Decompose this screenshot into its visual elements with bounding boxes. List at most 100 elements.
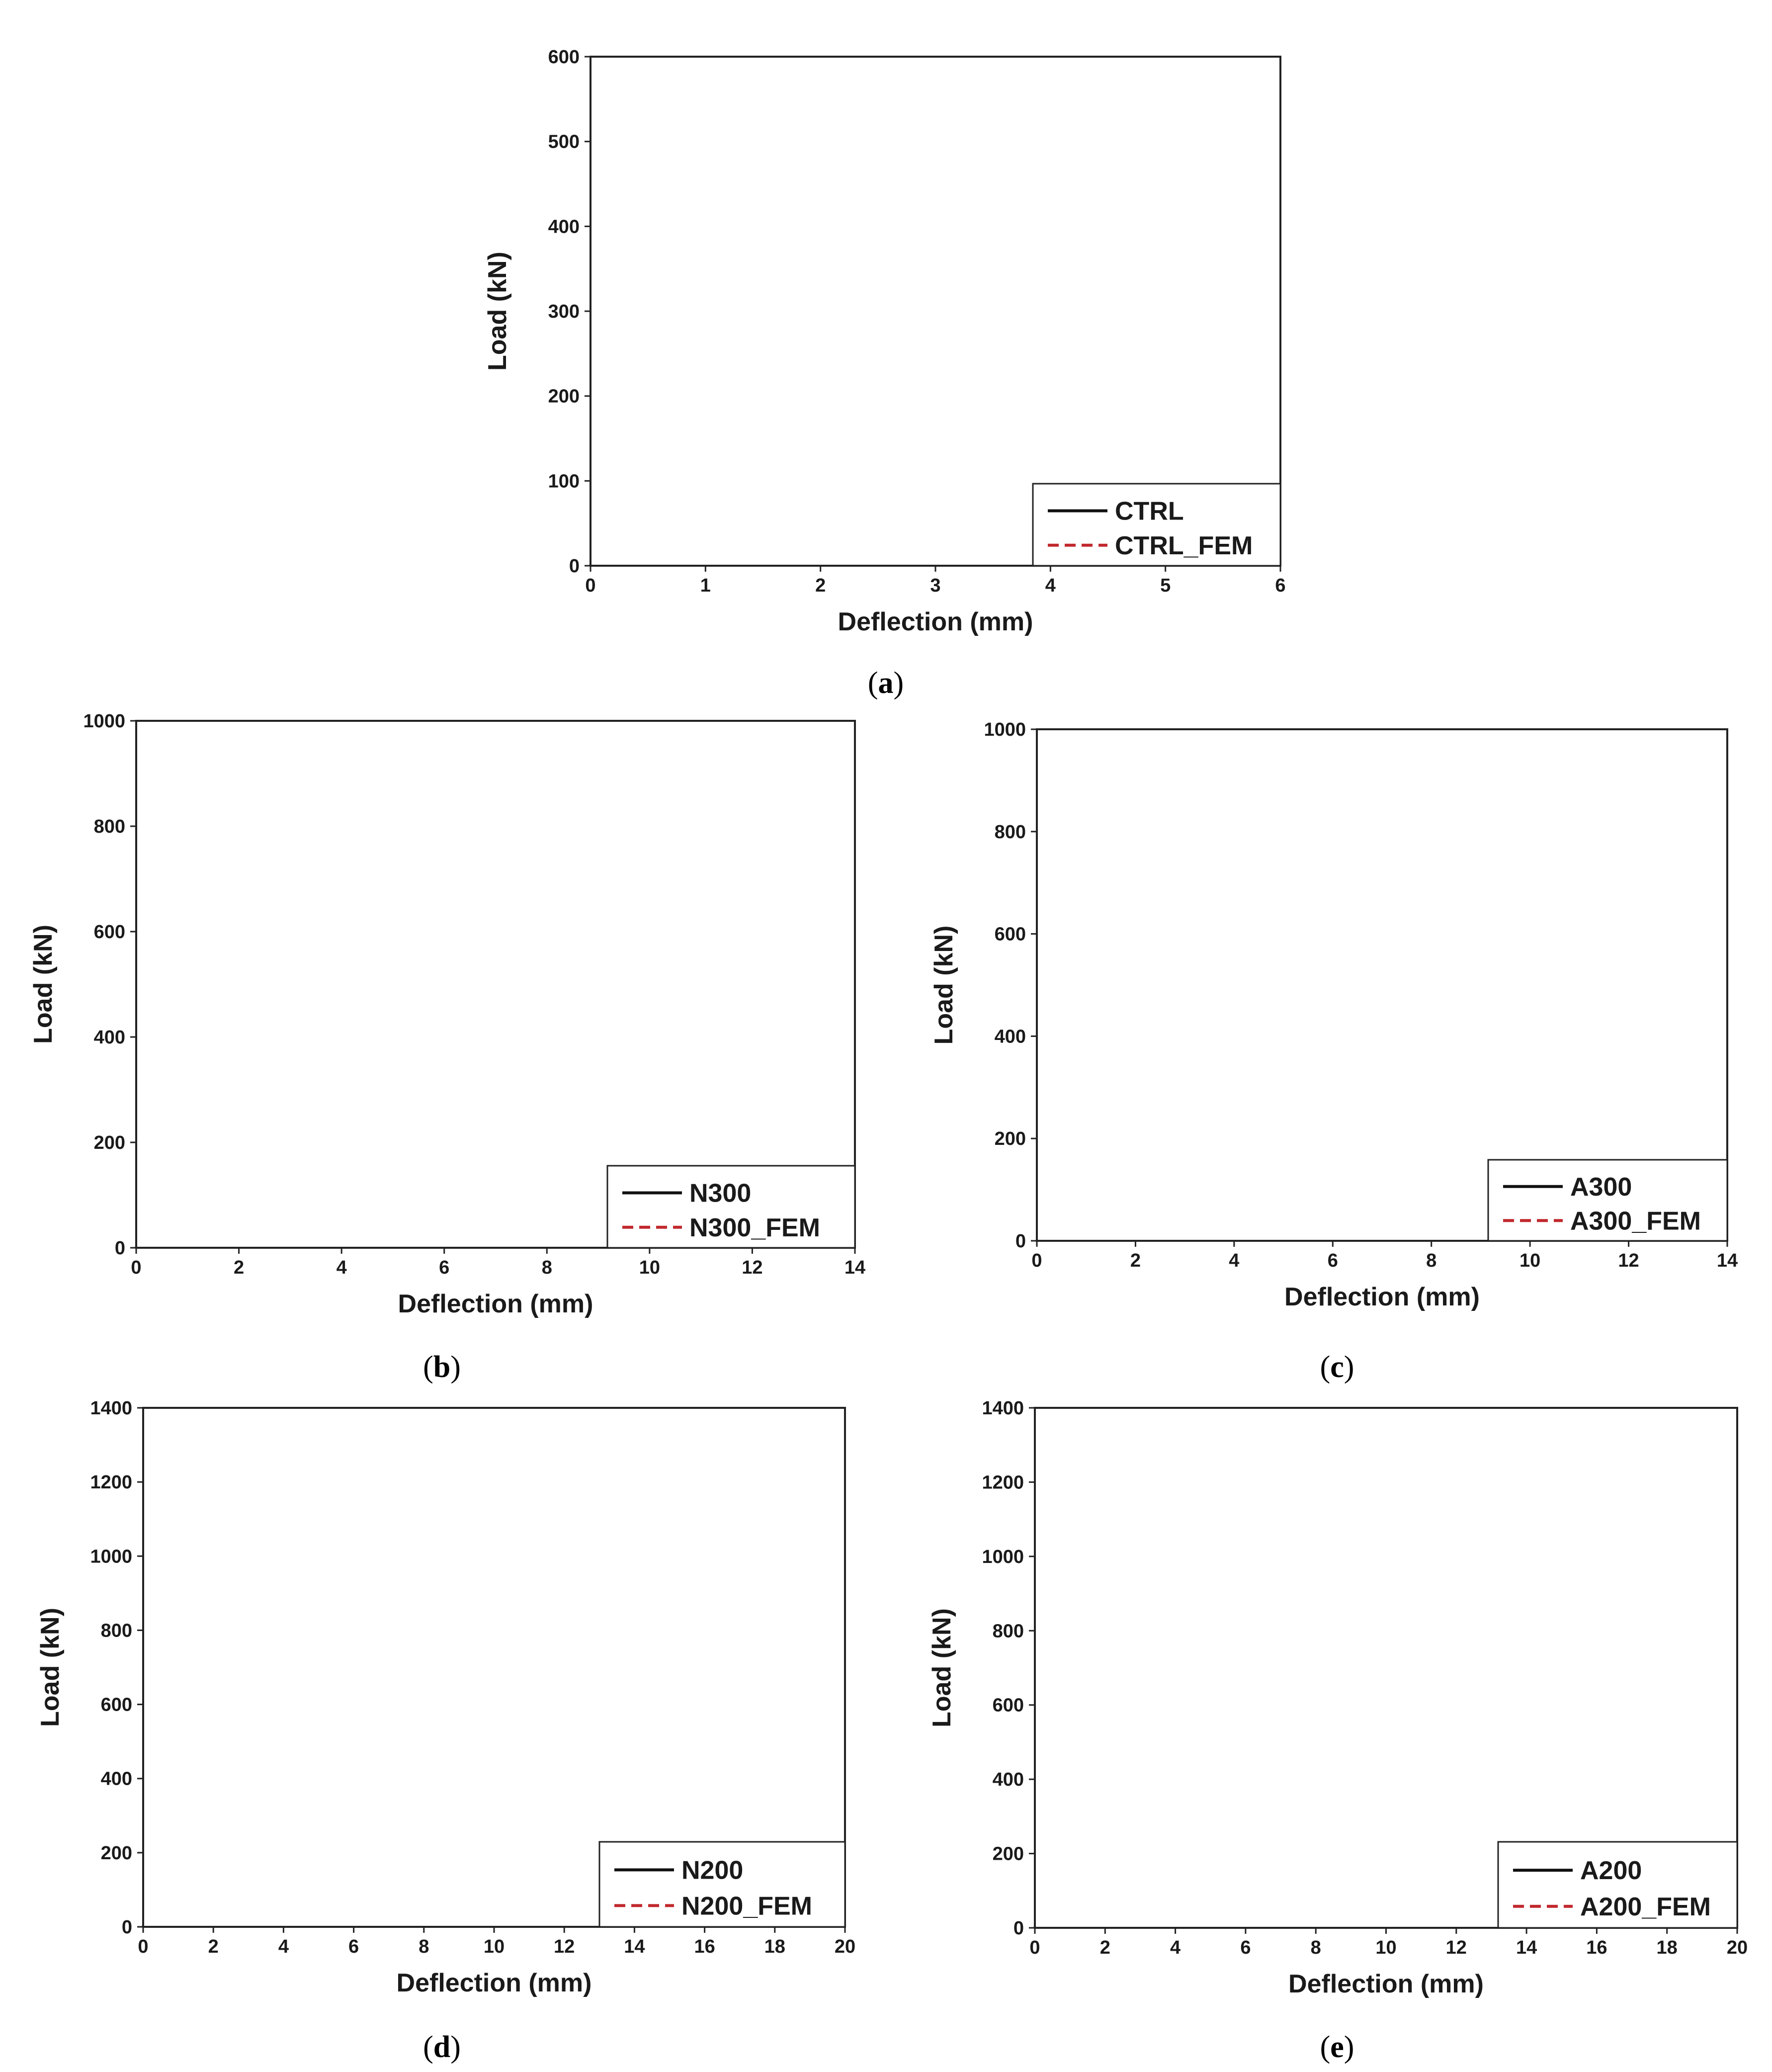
y-tick-label: 200 (101, 1843, 132, 1864)
y-axis-title: Load (kN) (483, 252, 512, 371)
x-tick-label: 10 (1375, 1937, 1396, 1958)
y-tick-label: 600 (995, 924, 1026, 945)
x-tick-label: 20 (835, 1936, 855, 1957)
y-tick-label: 1200 (90, 1472, 132, 1493)
x-tick-label: 12 (554, 1936, 575, 1957)
y-tick-label: 0 (122, 1917, 132, 1938)
x-tick-label: 12 (1618, 1250, 1639, 1271)
x-tick-label: 2 (1130, 1250, 1141, 1271)
x-tick-label: 2 (208, 1936, 219, 1957)
x-tick-label: 6 (1275, 575, 1285, 596)
panel-letter: c (1330, 1350, 1344, 1384)
y-tick-label: 100 (548, 471, 580, 492)
x-tick-label: 1 (700, 575, 711, 596)
legend-box (1487, 1159, 1728, 1242)
x-tick-label: 5 (1160, 575, 1171, 596)
x-axis-title: Deflection (mm) (397, 1969, 592, 1997)
y-tick-label: 500 (548, 132, 580, 153)
x-tick-label: 4 (1170, 1937, 1181, 1958)
chart-panel-d: 0 2 4 6 8 10 12 14 16 18 2002004006008001000120014… (36, 1398, 855, 2064)
x-tick-label: 16 (1586, 1937, 1607, 1958)
legend-box (598, 1841, 846, 1928)
y-tick-label: 1400 (90, 1398, 132, 1419)
chart-panel-a: 0 1 2 3 4 5 6 0 100 200 300 400 500 600 Deflection (mm… (483, 47, 1286, 700)
y-axis-title: Load (kN) (29, 925, 58, 1044)
y-tick-label: 300 (548, 301, 580, 322)
legend-label-a200_fem: A200_FEM (1580, 1893, 1711, 1921)
legend-label-n200_fem: N200_FEM (681, 1892, 812, 1920)
plot-frame (142, 1407, 846, 1928)
x-tick-label: 0 (1029, 1937, 1040, 1958)
plot-frame (590, 56, 1281, 567)
plot-frame (1036, 728, 1728, 1242)
legend-box (1032, 483, 1281, 567)
y-tick-label: 800 (995, 822, 1026, 843)
legend-label-ctrl: CTRL (1115, 497, 1184, 525)
x-axis-title: Deflection (mm) (398, 1290, 593, 1318)
panel-letter: a (878, 666, 894, 700)
y-tick-label: 0 (115, 1238, 125, 1259)
y-tick-label: 600 (101, 1695, 132, 1716)
legend: N300 N300_FEM (606, 1165, 856, 1249)
x-tick-label: 6 (439, 1257, 449, 1278)
x-tick-label: 14 (844, 1257, 865, 1278)
legend-box (606, 1165, 856, 1249)
legend-label-n300_fem: N300_FEM (689, 1213, 820, 1242)
y-tick-label: 400 (101, 1769, 132, 1790)
x-tick-label: 8 (542, 1257, 552, 1278)
y-tick-label: 800 (993, 1621, 1024, 1641)
x-tick-label: 3 (930, 575, 940, 596)
chart-panel-b: 0 2 4 6 8 10 12 14 0 200 400 600 800 1000 Deflection (… (29, 711, 865, 1384)
legend-label-a300_fem: A300_FEM (1570, 1207, 1701, 1235)
y-tick-label: 600 (548, 47, 580, 68)
legend-box (1497, 1841, 1738, 1929)
panel-caption: (a) (868, 666, 904, 700)
y-tick-label: 200 (995, 1128, 1026, 1149)
y-tick-label: 400 (993, 1769, 1024, 1790)
plot-frame (135, 720, 856, 1249)
x-tick-label: 6 (1240, 1937, 1251, 1958)
y-tick-label: 1000 (90, 1546, 132, 1567)
x-tick-label: 6 (1328, 1250, 1338, 1271)
legend: A300 A300_FEM (1487, 1159, 1728, 1242)
x-tick-label: 14 (1516, 1937, 1537, 1958)
x-tick-label: 20 (1727, 1937, 1748, 1958)
y-tick-label: 400 (548, 216, 580, 237)
legend-label-ctrl_fem: CTRL_FEM (1115, 531, 1253, 560)
chart-panel-e: 0 2 4 6 8 10 12 14 16 18 2002004006008001000120014… (928, 1398, 1748, 2064)
legend: A200 A200_FEM (1497, 1841, 1738, 1929)
y-tick-label: 0 (1013, 1918, 1024, 1939)
x-tick-label: 0 (1031, 1250, 1042, 1271)
y-tick-label: 800 (101, 1620, 132, 1641)
y-tick-label: 1400 (982, 1398, 1024, 1419)
y-tick-label: 1000 (984, 719, 1026, 740)
x-tick-label: 8 (1311, 1937, 1321, 1958)
x-tick-label: 0 (131, 1257, 141, 1278)
x-tick-label: 18 (764, 1936, 785, 1957)
panel-letter: e (1330, 2030, 1344, 2064)
x-tick-label: 2 (234, 1257, 244, 1278)
y-tick-label: 600 (94, 922, 125, 943)
x-tick-label: 14 (624, 1936, 645, 1957)
panel-caption: (b) (423, 1350, 461, 1384)
y-tick-label: 200 (548, 386, 580, 407)
y-tick-label: 1200 (982, 1472, 1024, 1493)
x-tick-label: 10 (484, 1936, 505, 1957)
y-tick-label: 0 (1015, 1231, 1026, 1252)
x-tick-label: 4 (337, 1257, 347, 1278)
y-axis-title: Load (kN) (929, 926, 958, 1045)
x-tick-label: 8 (1426, 1250, 1436, 1271)
x-tick-label: 14 (1717, 1250, 1738, 1271)
x-tick-label: 4 (278, 1936, 289, 1957)
x-tick-label: 16 (694, 1936, 715, 1957)
x-tick-label: 12 (742, 1257, 762, 1278)
y-axis-title: Load (kN) (36, 1608, 65, 1727)
legend-label-a200: A200 (1580, 1856, 1642, 1885)
y-axis-title: Load (kN) (928, 1608, 956, 1727)
x-axis-title: Deflection (mm) (1288, 1970, 1484, 1998)
y-tick-label: 200 (94, 1132, 125, 1153)
x-tick-label: 0 (138, 1936, 148, 1957)
y-tick-label: 600 (993, 1695, 1024, 1716)
x-tick-label: 10 (1519, 1250, 1540, 1271)
